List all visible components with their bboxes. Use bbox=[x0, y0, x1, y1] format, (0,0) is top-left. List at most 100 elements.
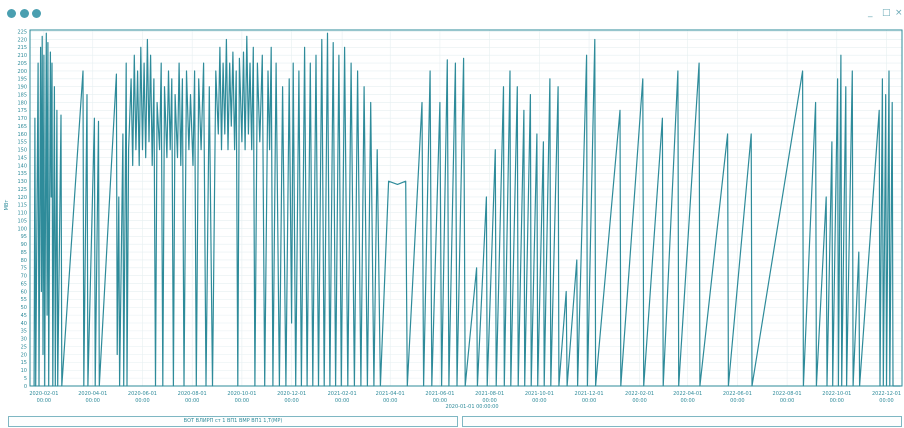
x-tick-sublabel: 00:00 bbox=[37, 398, 51, 404]
x-tick-sublabel: 00:00 bbox=[830, 398, 844, 404]
x-axis-ticks: 2020-02-0100:002020-04-0100:002020-06-01… bbox=[29, 391, 901, 404]
x-tick-label: 2022-04-01 bbox=[673, 391, 702, 397]
x-tick-sublabel: 00:00 bbox=[879, 398, 893, 404]
y-tick-label: 120 bbox=[17, 195, 27, 201]
x-tick-label: 2021-04-01 bbox=[376, 391, 405, 397]
y-tick-label: 55 bbox=[21, 297, 27, 303]
maximize-button[interactable]: □ bbox=[882, 8, 891, 18]
x-tick-label: 2020-04-01 bbox=[78, 391, 107, 397]
y-tick-label: 75 bbox=[21, 266, 27, 272]
x-tick-sublabel: 00:00 bbox=[582, 398, 596, 404]
y-tick-label: 135 bbox=[17, 171, 27, 177]
x-tick-label: 2021-02-01 bbox=[328, 391, 357, 397]
y-tick-label: 90 bbox=[21, 242, 27, 248]
plot-frame bbox=[29, 29, 903, 387]
x-tick-sublabel: 00:00 bbox=[86, 398, 100, 404]
y-tick-label: 220 bbox=[17, 37, 27, 43]
x-tick-label: 2022-02-01 bbox=[625, 391, 654, 397]
y-tick-label: 60 bbox=[21, 289, 27, 295]
y-tick-label: 45 bbox=[21, 313, 27, 319]
y-tick-label: 125 bbox=[17, 187, 27, 193]
shield-icon[interactable] bbox=[7, 9, 16, 18]
y-tick-label: 50 bbox=[21, 305, 27, 311]
x-tick-sublabel: 00:00 bbox=[235, 398, 249, 404]
y-tick-label: 150 bbox=[17, 148, 27, 154]
y-tick-label: 10 bbox=[21, 368, 27, 374]
x-tick-label: 2022-12-01 bbox=[872, 391, 901, 397]
x-tick-sublabel: 00:00 bbox=[680, 398, 694, 404]
y-tick-label: 100 bbox=[17, 226, 27, 232]
y-tick-label: 225 bbox=[17, 29, 27, 35]
y-tick-label: 190 bbox=[17, 85, 27, 91]
close-button[interactable]: × bbox=[895, 8, 903, 18]
y-tick-label: 65 bbox=[21, 281, 27, 287]
y-tick-label: 115 bbox=[17, 203, 27, 209]
status-bar: ВОТ ВЛИРП ст 1 ВП1 ВМР ВП1 1,Т(МР) bbox=[0, 414, 904, 428]
x-tick-sublabel: 00:00 bbox=[383, 398, 397, 404]
x-tick-sublabel: 00:00 bbox=[135, 398, 149, 404]
x-tick-label: 2021-08-01 bbox=[475, 391, 504, 397]
x-tick-label: 2022-08-01 bbox=[773, 391, 802, 397]
x-tick-sublabel: 00:00 bbox=[780, 398, 794, 404]
y-tick-label: 15 bbox=[21, 360, 27, 366]
y-tick-label: 205 bbox=[17, 61, 27, 67]
y-tick-label: 40 bbox=[21, 321, 27, 327]
y-tick-label: 110 bbox=[17, 211, 27, 217]
y-tick-label: 215 bbox=[17, 45, 27, 51]
y-tick-label: 175 bbox=[17, 108, 27, 114]
y-axis-label: МВт bbox=[4, 200, 10, 211]
y-tick-label: 70 bbox=[21, 274, 27, 280]
y-tick-label: 95 bbox=[21, 234, 27, 240]
y-tick-label: 30 bbox=[21, 337, 27, 343]
status-field-right bbox=[462, 416, 902, 427]
x-tick-sublabel: 00:00 bbox=[284, 398, 298, 404]
x-tick-sublabel: 00:00 bbox=[482, 398, 496, 404]
x-tick-sublabel: 00:00 bbox=[335, 398, 349, 404]
series-layer bbox=[33, 32, 901, 387]
series-line bbox=[33, 32, 901, 387]
y-tick-label: 105 bbox=[17, 218, 27, 224]
x-tick-label: 2021-12-01 bbox=[575, 391, 604, 397]
y-tick-label: 170 bbox=[17, 116, 27, 122]
status-field-left: ВОТ ВЛИРП ст 1 ВП1 ВМР ВП1 1,Т(МР) bbox=[8, 416, 458, 427]
y-tick-label: 155 bbox=[17, 140, 27, 146]
y-tick-label: 185 bbox=[17, 92, 27, 98]
y-tick-label: 130 bbox=[17, 179, 27, 185]
x-tick-label: 2020-12-01 bbox=[277, 391, 306, 397]
y-tick-label: 145 bbox=[17, 155, 27, 161]
y-tick-label: 200 bbox=[17, 69, 27, 75]
y-tick-label: 80 bbox=[21, 258, 27, 264]
y-tick-label: 140 bbox=[17, 163, 27, 169]
x-tick-label: 2021-06-01 bbox=[425, 391, 454, 397]
x-tick-label: 2020-08-01 bbox=[178, 391, 207, 397]
x-tick-sublabel: 00:00 bbox=[532, 398, 546, 404]
x-tick-sublabel: 00:00 bbox=[632, 398, 646, 404]
y-tick-label: 195 bbox=[17, 77, 27, 83]
gear-icon[interactable] bbox=[20, 9, 29, 18]
y-tick-label: 165 bbox=[17, 124, 27, 130]
y-tick-label: 5 bbox=[24, 376, 27, 382]
y-tick-label: 210 bbox=[17, 53, 27, 59]
minimize-button[interactable]: _ bbox=[868, 8, 873, 18]
y-tick-label: 35 bbox=[21, 329, 27, 335]
y-tick-label: 85 bbox=[21, 250, 27, 256]
y-tick-label: 160 bbox=[17, 132, 27, 138]
grid bbox=[30, 30, 902, 387]
x-tick-label: 2020-10-01 bbox=[227, 391, 256, 397]
x-tick-label: 2022-10-01 bbox=[822, 391, 851, 397]
y-tick-label: 25 bbox=[21, 344, 27, 350]
x-tick-sublabel: 00:00 bbox=[185, 398, 199, 404]
title-bar: _ □ × bbox=[0, 0, 904, 26]
x-tick-sublabel: 00:00 bbox=[730, 398, 744, 404]
x-tick-label: 2022-06-01 bbox=[723, 391, 752, 397]
y-tick-label: 0 bbox=[24, 384, 27, 390]
gear-icon[interactable] bbox=[32, 9, 41, 18]
x-tick-sublabel: 00:00 bbox=[433, 398, 447, 404]
x-tick-label: 2020-06-01 bbox=[128, 391, 157, 397]
x-axis-label: 2020-01-01 00:00:00 bbox=[445, 404, 498, 410]
y-tick-label: 180 bbox=[17, 100, 27, 106]
x-tick-label: 2020-02-01 bbox=[29, 391, 58, 397]
x-tick-label: 2021-10-01 bbox=[525, 391, 554, 397]
